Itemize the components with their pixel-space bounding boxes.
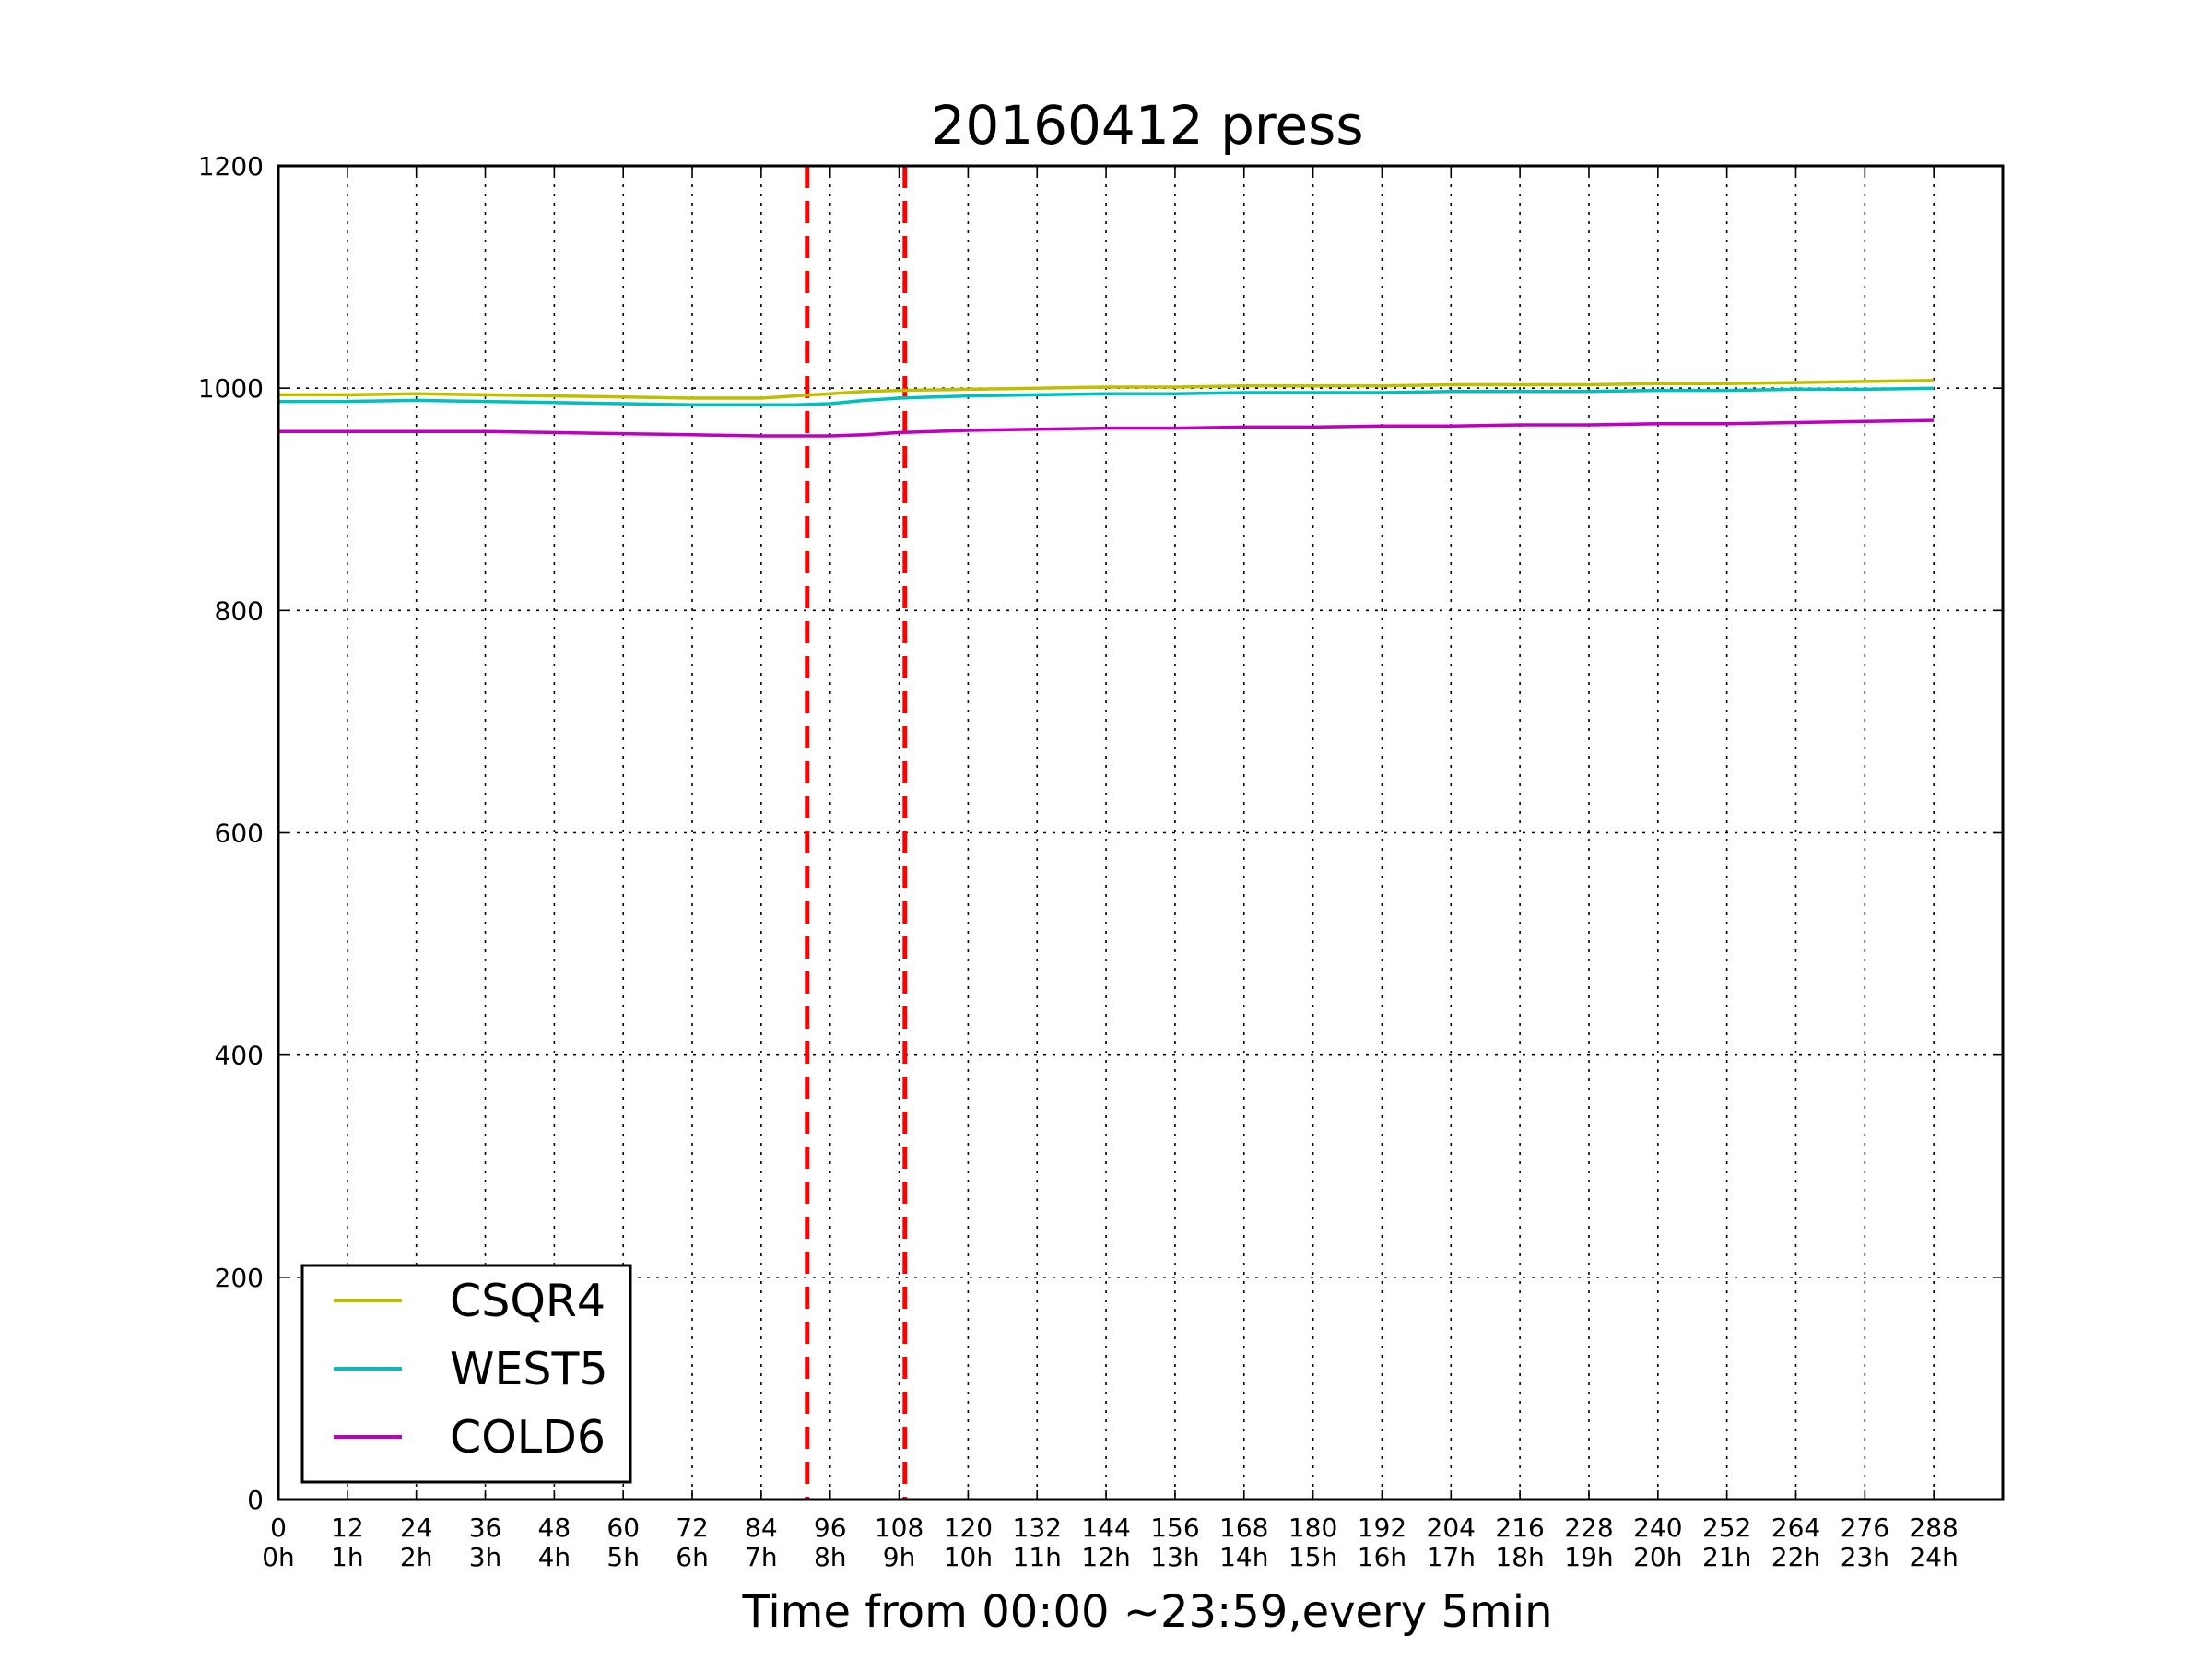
series-lines bbox=[278, 378, 1935, 438]
x-tick-label: 240 20h bbox=[1633, 1512, 1682, 1572]
x-tick-label: 108 9h bbox=[875, 1512, 924, 1572]
series-line-csqr4 bbox=[278, 378, 1935, 400]
x-tick-label: 264 22h bbox=[1771, 1512, 1820, 1572]
x-tick-label: 84 7h bbox=[745, 1512, 778, 1572]
x-axis-label: Time from 00:00 ~23:59,every 5min bbox=[742, 1586, 1553, 1638]
legend-label-west5: WEST5 bbox=[450, 1343, 608, 1395]
x-tick-label: 192 16h bbox=[1358, 1512, 1406, 1572]
y-tick-label: 1200 bbox=[198, 151, 264, 182]
series-line-west5 bbox=[278, 386, 1935, 407]
x-tick-label: 228 19h bbox=[1564, 1512, 1613, 1572]
x-tick-label: 144 12h bbox=[1081, 1512, 1130, 1572]
x-tick-label: 48 4h bbox=[538, 1512, 571, 1572]
x-tick-label: 204 17h bbox=[1427, 1512, 1476, 1572]
x-tick-label: 252 21h bbox=[1702, 1512, 1751, 1572]
y-tick-label: 400 bbox=[215, 1041, 264, 1071]
y-tick-label: 0 bbox=[247, 1485, 264, 1515]
x-tick-label: 24 2h bbox=[400, 1512, 433, 1572]
legend: CSQR4 WEST5 COLD6 bbox=[300, 1264, 632, 1484]
x-tick-label: 156 13h bbox=[1150, 1512, 1199, 1572]
x-tick-label: 0 0h bbox=[262, 1512, 295, 1572]
y-tick-label: 200 bbox=[215, 1263, 264, 1293]
x-tick-label: 96 8h bbox=[814, 1512, 847, 1572]
x-tick-label: 168 14h bbox=[1219, 1512, 1268, 1572]
y-tick-label: 800 bbox=[215, 595, 264, 626]
x-tick-label: 36 3h bbox=[469, 1512, 502, 1572]
x-tick-label: 120 10h bbox=[944, 1512, 993, 1572]
x-tick-label: 216 18h bbox=[1495, 1512, 1544, 1572]
legend-label-csqr4: CSQR4 bbox=[450, 1275, 606, 1327]
x-tick-label: 132 11h bbox=[1013, 1512, 1062, 1572]
x-tick-label: 60 5h bbox=[606, 1512, 640, 1572]
axes: 0 0h 12 1h 24 2h 36 3h 48 4h 60 5h 72 6h 84 7h 96 8h 108 9h… bbox=[198, 151, 2005, 1572]
x-tick-label: 288 24h bbox=[1909, 1512, 1958, 1572]
legend-label-cold6: COLD6 bbox=[450, 1411, 606, 1464]
x-tick-label: 180 15h bbox=[1288, 1512, 1337, 1572]
chart-title: 20160412 press bbox=[931, 94, 1363, 157]
y-tick-label: 600 bbox=[215, 818, 264, 849]
series-line-cold6 bbox=[278, 418, 1935, 438]
y-tick-label: 1000 bbox=[198, 373, 264, 404]
plot-frame bbox=[276, 164, 2005, 1501]
vertical-markers bbox=[805, 166, 908, 1500]
x-tick-label: 72 6h bbox=[676, 1512, 709, 1572]
x-tick-label: 276 23h bbox=[1841, 1512, 1889, 1572]
x-tick-label: 12 1h bbox=[331, 1512, 364, 1572]
